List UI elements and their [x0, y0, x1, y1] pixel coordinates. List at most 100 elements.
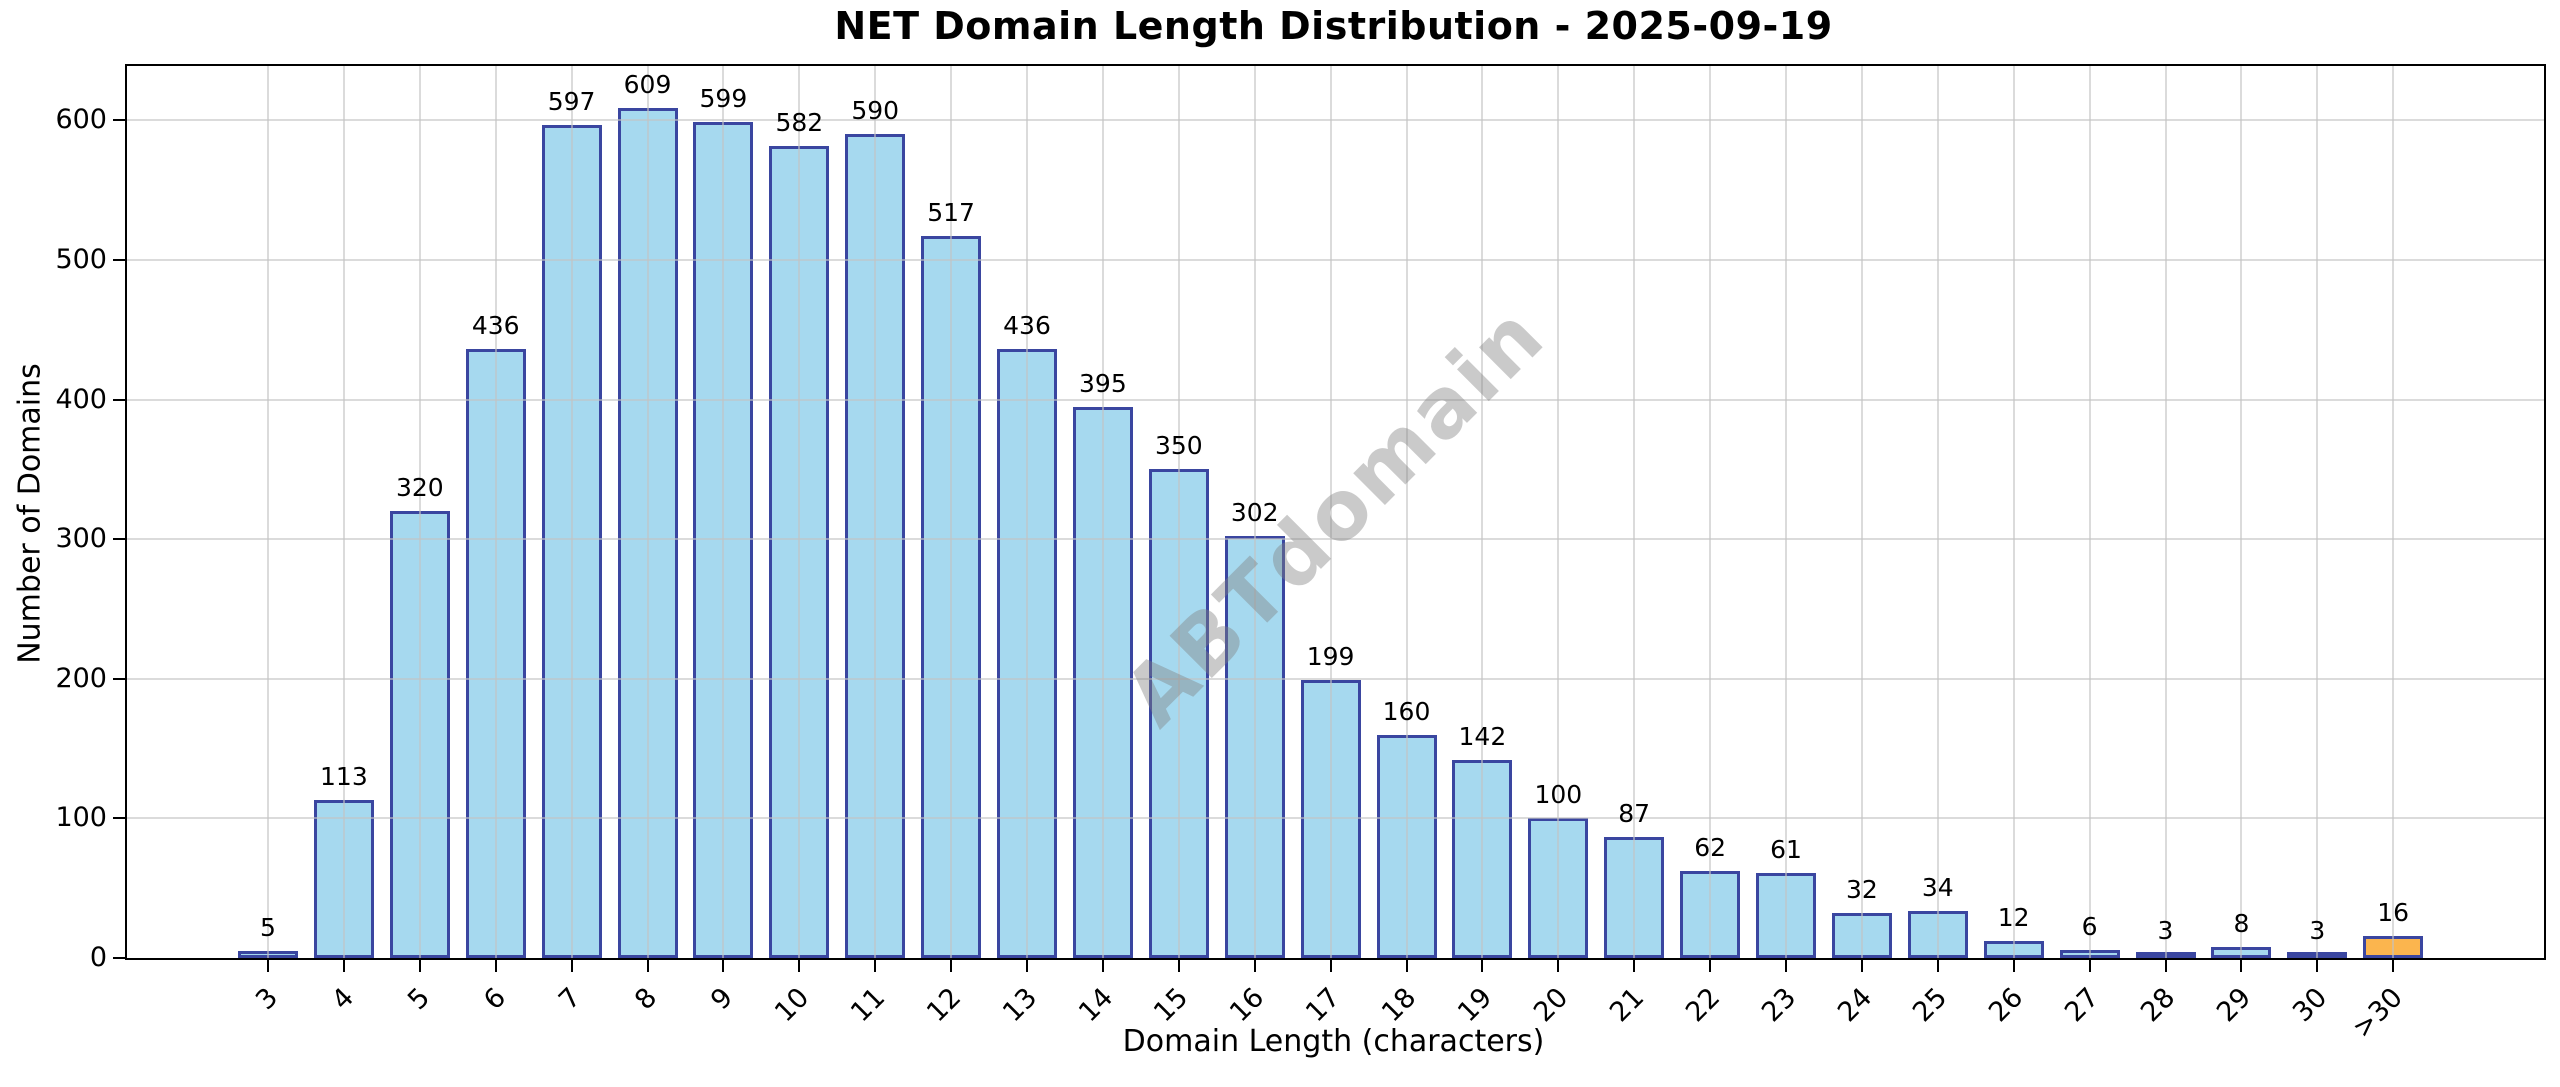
x-tick-label: 28	[2135, 982, 2182, 1029]
x-tick-mark	[1860, 960, 1863, 972]
x-tick-label: 6	[477, 982, 512, 1017]
bar-value-label: 436	[1003, 311, 1051, 340]
x-tick-mark	[1709, 960, 1712, 972]
x-tick-mark	[722, 960, 725, 972]
v-gridline	[1026, 66, 1028, 958]
bar-value-label: 350	[1154, 431, 1203, 460]
bar-value-labels-layer: 5 113 320 436 597 609 599 582 590 517 436 395 350 302…	[127, 66, 2544, 958]
bar-value-label: 6	[2081, 912, 2098, 941]
bar-value-label: 34	[1921, 873, 1954, 902]
x-tick-mark	[1101, 960, 1104, 972]
bar-value-label: 609	[623, 70, 672, 99]
v-gridline	[494, 66, 497, 958]
bar-value-label: 436	[471, 311, 520, 340]
h-gridline	[127, 817, 2544, 820]
x-tick-label: 21	[1603, 982, 1651, 1029]
bar-value-label: 100	[1534, 780, 1583, 809]
bar-value-label: 3	[2309, 916, 2326, 945]
v-gridline	[2240, 66, 2243, 958]
v-gridline	[342, 66, 345, 958]
h-gridline	[127, 538, 2544, 541]
gridlines-layer	[127, 66, 2544, 958]
v-gridline	[2392, 66, 2395, 958]
x-tick-mark	[2088, 960, 2091, 972]
y-tick-label: 0	[89, 942, 107, 973]
x-tick-mark	[1177, 960, 1180, 972]
v-gridline	[2164, 66, 2167, 958]
bar-value-label: 597	[547, 87, 596, 116]
v-gridline	[1860, 66, 1863, 958]
v-gridline	[267, 66, 269, 958]
x-tick-label: 23	[1755, 982, 1802, 1029]
bar-value-label: 599	[699, 84, 748, 113]
v-gridline	[1329, 66, 1332, 958]
axis-ticks-and-labels-layer: 0 100 200 300 400 500 600 3 4 5 6 7 8 9 10 11 12 13 14 15 16…	[55, 66, 2544, 1044]
x-tick-mark	[1557, 960, 1560, 972]
x-tick-label: 10	[769, 982, 816, 1029]
bar-value-label: 3	[2157, 916, 2174, 945]
x-tick-label: 22	[1679, 982, 1727, 1029]
y-tick-label: 500	[55, 244, 107, 276]
x-tick-mark	[874, 960, 877, 972]
x-tick-mark	[1936, 960, 1939, 972]
x-tick-label: 19	[1452, 982, 1499, 1029]
bar-value-label: 582	[775, 108, 824, 137]
x-tick-mark	[2012, 960, 2015, 972]
v-gridline	[1253, 66, 1256, 958]
x-tick-label: 26	[1983, 982, 2030, 1029]
bar-value-label: 32	[1845, 875, 1878, 904]
h-gridline	[127, 398, 2544, 401]
v-gridline	[646, 66, 649, 958]
y-axis-label: Number of Domains	[12, 363, 48, 664]
x-axis-label: Domain Length (characters)	[1122, 1024, 1545, 1059]
x-tick-label: 27	[2059, 982, 2106, 1029]
bar-value-label: 8	[2233, 909, 2250, 938]
bar-value-label: 517	[927, 198, 975, 227]
bar-value-label: 395	[1079, 369, 1127, 398]
x-tick-mark	[2240, 960, 2243, 972]
h-gridline	[127, 259, 2544, 262]
v-gridline	[1101, 66, 1104, 958]
x-tick-label: 3	[249, 982, 284, 1017]
v-gridline	[1936, 66, 1939, 958]
x-tick-mark	[950, 960, 953, 972]
y-tick-mark	[113, 538, 125, 541]
x-tick-label: 25	[1907, 982, 1954, 1029]
x-tick-label: 5	[401, 982, 436, 1017]
bar-value-label: 16	[2377, 898, 2410, 927]
bar-value-label: 302	[1230, 498, 1279, 527]
x-tick-mark	[342, 960, 345, 972]
bar-value-label: 142	[1458, 722, 1507, 751]
v-gridline	[798, 66, 801, 958]
bar-value-label: 62	[1694, 833, 1726, 862]
v-gridline	[2088, 66, 2091, 958]
v-gridline	[1709, 66, 1712, 958]
x-tick-mark	[494, 960, 497, 972]
x-tick-mark	[798, 960, 801, 972]
v-gridline	[1557, 66, 1560, 958]
x-tick-label: 24	[1831, 982, 1878, 1029]
y-tick-mark	[113, 957, 125, 959]
y-tick-mark	[113, 119, 125, 122]
v-gridline	[570, 66, 573, 958]
x-tick-mark	[646, 960, 649, 972]
x-tick-label: 15	[1148, 982, 1195, 1029]
x-tick-label: 7	[553, 982, 588, 1017]
x-tick-label: 16	[1224, 982, 1271, 1029]
y-tick-label: 400	[55, 383, 107, 415]
x-tick-label: 4	[325, 982, 360, 1017]
v-gridline	[1481, 66, 1484, 958]
x-tick-mark	[1785, 960, 1787, 972]
x-tick-mark	[2164, 960, 2167, 972]
v-gridline	[1785, 66, 1787, 958]
y-tick-label: 200	[55, 662, 107, 694]
y-tick-label: 100	[55, 802, 107, 834]
y-tick-mark	[113, 259, 125, 262]
v-gridline	[418, 66, 421, 958]
x-tick-label: 30	[2287, 982, 2334, 1029]
bar-value-label: 199	[1306, 642, 1355, 671]
x-tick-mark	[1633, 960, 1636, 972]
y-tick-mark	[113, 677, 125, 680]
bar-value-label: 113	[320, 762, 368, 791]
